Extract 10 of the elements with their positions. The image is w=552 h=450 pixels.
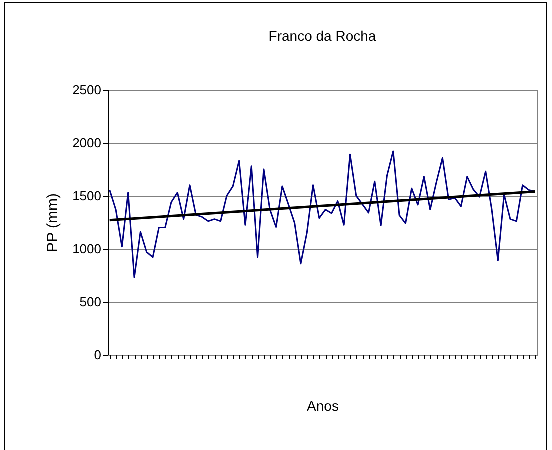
y-tick-label: 0	[94, 348, 102, 362]
y-tick-label: 1000	[72, 242, 102, 256]
line-series	[109, 150, 536, 278]
x-axis-title: Anos	[307, 398, 339, 414]
y-tick-label: 1500	[72, 188, 102, 204]
y-tick-label: 500	[80, 294, 102, 310]
y-axis-title: PP (mm)	[44, 194, 62, 252]
y-tick-label: 2500	[72, 82, 102, 98]
y-tick-label: 2000	[72, 136, 102, 150]
chart-title: Franco da Rocha	[268, 28, 376, 44]
